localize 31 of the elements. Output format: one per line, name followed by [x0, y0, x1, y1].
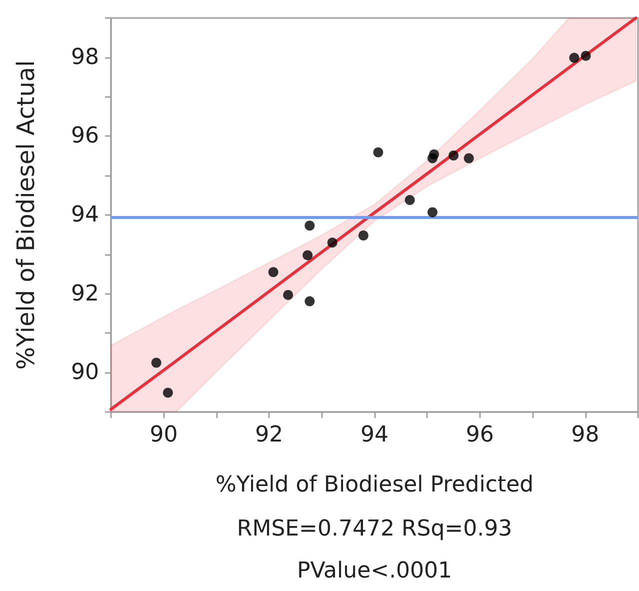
text: RMSE=0.7472 RSq=0.93 [236, 516, 512, 542]
y-tick-label: 94 [71, 202, 99, 228]
x-tick-label: 96 [466, 422, 494, 448]
y-tick-label: 92 [71, 281, 99, 306]
text: PValue<.0001 [296, 558, 452, 584]
y-tick-label: 90 [71, 360, 99, 386]
point [151, 358, 162, 368]
point [302, 250, 313, 260]
point [304, 220, 315, 231]
y-axis-title: %Yield of Biodiesel Actual [12, 60, 40, 370]
y-tick-label: 98 [71, 44, 99, 70]
point [404, 195, 415, 206]
point [580, 50, 591, 61]
point [427, 207, 438, 218]
point [268, 267, 278, 278]
point [162, 388, 173, 398]
x-tick-label: 94 [360, 422, 388, 448]
point [429, 149, 440, 160]
point [569, 52, 580, 63]
point [373, 147, 384, 158]
x-tick-label: 90 [150, 422, 178, 448]
point [464, 153, 474, 164]
point [448, 150, 459, 161]
y-tick-label: 96 [71, 124, 99, 149]
x-axis-title: %Yield of Biodiesel Predicted [215, 472, 534, 498]
point [283, 290, 294, 300]
point [358, 230, 368, 240]
x-tick-label: 92 [255, 422, 284, 448]
point [327, 238, 338, 248]
point [304, 296, 315, 306]
x-tick-label: 98 [571, 422, 600, 448]
